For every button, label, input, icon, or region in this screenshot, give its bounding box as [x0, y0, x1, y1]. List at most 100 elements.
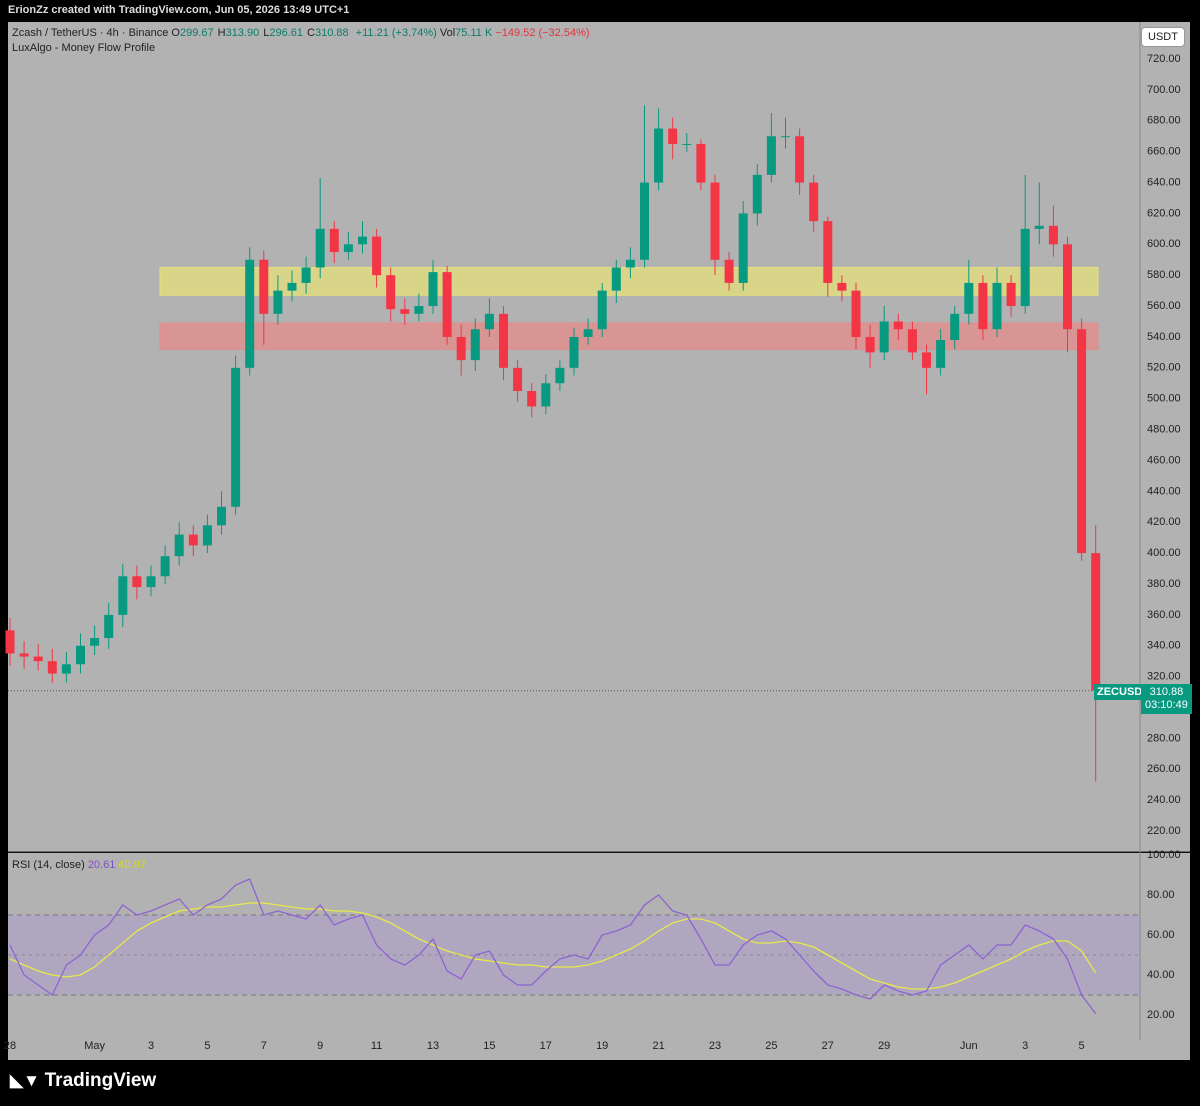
candle-body	[188, 534, 198, 546]
candle-body	[33, 656, 43, 662]
ohlc: O299.67 H313.90 L296.61 C310.88	[171, 27, 352, 39]
y-tick-label: 540.00	[1147, 331, 1181, 343]
candle-body	[696, 143, 706, 183]
candle-body	[499, 313, 508, 368]
candle-body	[259, 259, 269, 314]
ohlc-label: L	[263, 27, 270, 39]
candle-body	[372, 236, 382, 276]
main-panel	[8, 22, 1190, 852]
y-tick-label: 620.00	[1147, 207, 1181, 219]
candle-body	[160, 556, 170, 577]
ohlc-value: 296.61	[269, 27, 303, 39]
candle-body	[640, 182, 649, 260]
x-tick-label: 3	[1022, 1040, 1028, 1052]
zone	[159, 266, 1099, 296]
candle-body	[1034, 225, 1044, 229]
candle-body	[1048, 225, 1058, 245]
candle-body	[724, 259, 734, 283]
y-tick-label: 260.00	[1147, 763, 1181, 775]
x-tick-label: 15	[483, 1040, 495, 1052]
x-tick-label: 5	[1079, 1040, 1085, 1052]
rsi-tick-label: 20.00	[1147, 1009, 1175, 1021]
candle-body	[851, 290, 861, 337]
candle-body	[1063, 244, 1072, 330]
bottom-bar	[0, 1060, 1200, 1106]
x-tick-label: 11	[371, 1040, 382, 1052]
candle-body	[527, 390, 537, 407]
volume-change: −149.52 (−32.54%)	[495, 27, 590, 39]
ohlc-value: 299.67	[179, 27, 214, 39]
y-tick-label: 220.00	[1147, 825, 1181, 837]
y-tick-label: 280.00	[1147, 732, 1181, 744]
x-tick-label: 19	[596, 1040, 608, 1052]
candle-body	[358, 236, 367, 245]
candle-body	[513, 367, 523, 391]
x-tick-label: 5	[204, 1040, 210, 1052]
candle-body	[964, 282, 974, 314]
candle-body	[879, 321, 889, 353]
y-tick-label: 660.00	[1147, 146, 1181, 158]
rsi-tick-label: 100.00	[1147, 849, 1181, 861]
candle-body	[555, 367, 565, 384]
ohlc-value: 313.90	[225, 27, 260, 39]
candle-body	[668, 128, 678, 144]
last-price: 310.88	[1149, 686, 1184, 698]
ohlc-value: 310.88	[314, 27, 349, 39]
ohlc-label: C	[307, 27, 315, 39]
y-tick-label: 460.00	[1147, 454, 1181, 466]
candle-body	[428, 272, 438, 307]
x-tick-label: 23	[709, 1040, 721, 1052]
candle-body	[1020, 228, 1030, 307]
legend: Zcash / TetherUS · 4h · Binance O299.67 H…	[12, 27, 590, 39]
x-tick-label: 7	[261, 1040, 267, 1052]
candle-body	[484, 313, 494, 330]
candle-body	[386, 275, 396, 310]
candle-body	[217, 506, 226, 526]
brand-name: TradingView	[44, 1070, 157, 1091]
candle-body	[837, 282, 847, 291]
candle-body	[611, 267, 621, 291]
y-tick-label: 480.00	[1147, 423, 1181, 435]
candle-body	[118, 576, 128, 615]
rsi-tick-label: 60.00	[1147, 929, 1175, 941]
candle-body	[781, 136, 790, 138]
x-tick-label: May	[84, 1040, 105, 1052]
candle-body	[19, 653, 29, 657]
candle-body	[893, 321, 903, 330]
y-tick-label: 340.00	[1147, 640, 1181, 652]
y-tick-label: 580.00	[1147, 269, 1181, 281]
candle-body	[1006, 282, 1016, 307]
candle-body	[301, 267, 311, 283]
candle-body	[823, 221, 833, 283]
volume: 75.11 K	[455, 27, 493, 39]
candle-body	[456, 336, 466, 361]
x-tick-label: 13	[427, 1040, 439, 1052]
candle-body	[752, 174, 762, 214]
rsi-panel	[8, 853, 1190, 1060]
x-tick-label: 21	[652, 1040, 664, 1052]
candle-body	[992, 282, 1002, 330]
candle-body	[654, 128, 664, 183]
candle-body	[90, 638, 100, 646]
y-tick-label: 640.00	[1147, 176, 1181, 188]
candle-body	[1091, 553, 1101, 691]
countdown: 03:10:49	[1145, 699, 1188, 711]
candle-body	[442, 272, 452, 337]
candle-body	[865, 336, 875, 353]
candle-body	[907, 329, 917, 353]
y-tick-label: 560.00	[1147, 300, 1181, 312]
rsi-tick-label: 80.00	[1147, 889, 1175, 901]
attribution: ErionZz created with TradingView.com, Ju…	[8, 4, 350, 16]
candle-body	[541, 383, 551, 407]
candle-body	[1077, 329, 1087, 554]
candle-body	[625, 259, 635, 268]
x-tick-label: 9	[317, 1040, 323, 1052]
x-tick-label: Jun	[960, 1040, 978, 1052]
rsi-ma-line	[9, 902, 1097, 990]
y-tick-label: 500.00	[1147, 393, 1181, 405]
y-tick-label: 440.00	[1147, 485, 1181, 497]
candle-body	[583, 329, 593, 337]
candle-body	[922, 352, 931, 368]
currency-button[interactable]: USDT	[1141, 27, 1185, 47]
